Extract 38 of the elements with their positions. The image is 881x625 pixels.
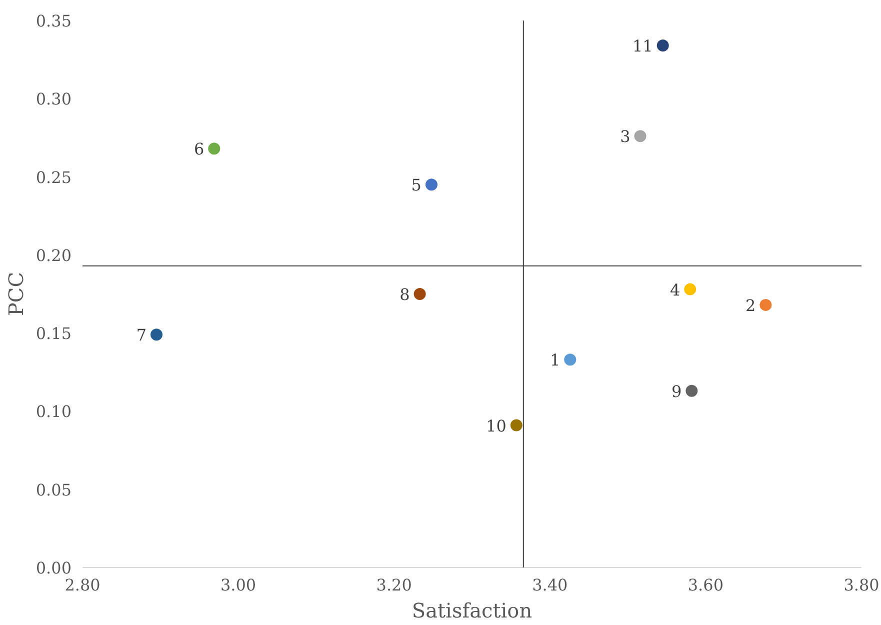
x-tick-label: 3.20 <box>376 576 412 594</box>
y-tick-label: 0.25 <box>36 168 72 187</box>
point <box>686 384 698 397</box>
series-label: 9 <box>672 382 682 401</box>
series-label: 7 <box>136 326 147 345</box>
point <box>414 288 426 300</box>
x-axis-title: Satisfaction <box>412 598 532 622</box>
point <box>510 419 522 432</box>
point <box>684 283 696 296</box>
point <box>425 178 438 191</box>
y-tick-label: 0.05 <box>36 480 72 500</box>
point <box>150 328 163 341</box>
series-label: 10 <box>486 416 506 436</box>
y-axis-title: PCC <box>4 272 28 316</box>
series-label: 11 <box>632 36 653 56</box>
y-tick-label: 0.30 <box>36 90 72 109</box>
series-label: 3 <box>620 127 630 146</box>
y-tick-label: 0.00 <box>36 558 72 578</box>
series-label: 2 <box>746 296 756 315</box>
series-label: 5 <box>411 176 422 195</box>
x-tick-label: 3.40 <box>532 576 568 594</box>
x-tick-label: 3.00 <box>220 576 256 594</box>
y-tick-label: 0.10 <box>36 402 72 422</box>
series-label: 6 <box>194 140 204 159</box>
y-tick-label: 0.15 <box>36 324 72 344</box>
series-label: 8 <box>400 285 410 304</box>
x-tick-label: 3.60 <box>688 576 724 594</box>
point <box>760 298 772 311</box>
series-label: 4 <box>670 280 680 300</box>
x-tick-label: 3.80 <box>844 576 880 594</box>
point <box>634 130 646 142</box>
y-tick-label: 0.35 <box>36 12 72 30</box>
x-tick-label: 2.80 <box>64 576 100 594</box>
y-tick-label: 0.20 <box>36 246 72 265</box>
point <box>656 40 669 52</box>
series-label: 1 <box>550 350 560 370</box>
point <box>564 354 576 366</box>
point <box>208 142 220 155</box>
